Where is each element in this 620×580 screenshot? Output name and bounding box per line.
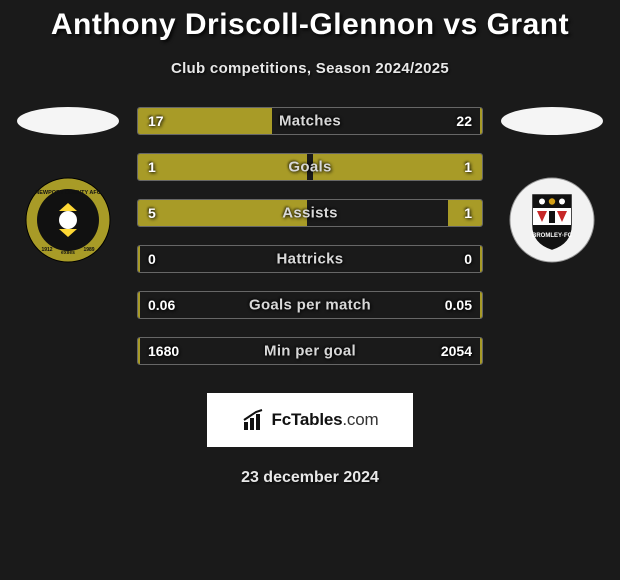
newport-badge-icon: NEWPORT COUNTY AFC 1912 exiles 1989 bbox=[25, 177, 111, 263]
footer-brand-strong: FcTables bbox=[272, 410, 343, 429]
stat-label: Goals bbox=[288, 159, 331, 176]
stat-label: Assists bbox=[282, 205, 337, 222]
stat-bar-right bbox=[480, 338, 482, 364]
stat-label: Matches bbox=[279, 113, 341, 130]
stat-row: Assists 5 1 bbox=[137, 199, 483, 227]
stat-value-left: 17 bbox=[148, 113, 164, 129]
stat-label: Goals per match bbox=[249, 297, 371, 314]
stat-bar-left bbox=[138, 246, 140, 272]
stat-row: Goals 1 1 bbox=[137, 153, 483, 181]
stat-bar-right bbox=[480, 292, 482, 318]
stat-bar-left bbox=[138, 338, 140, 364]
svg-text:exiles: exiles bbox=[61, 250, 75, 256]
right-player-column: BROMLEY·FC bbox=[501, 107, 603, 263]
stat-bar-right bbox=[480, 246, 482, 272]
stat-bar-left bbox=[138, 292, 140, 318]
date-line: 23 december 2024 bbox=[0, 469, 620, 487]
stat-bar-right bbox=[313, 154, 482, 180]
stat-row: Hattricks 0 0 bbox=[137, 245, 483, 273]
stat-row: Min per goal 1680 2054 bbox=[137, 337, 483, 365]
stat-value-right: 2054 bbox=[441, 343, 472, 359]
club-badge-left: NEWPORT COUNTY AFC 1912 exiles 1989 bbox=[25, 177, 111, 263]
stat-bar-left bbox=[138, 154, 307, 180]
fctables-logo-icon bbox=[242, 408, 266, 432]
stat-value-right: 1 bbox=[464, 159, 472, 175]
footer-brand-text: FcTables.com bbox=[272, 410, 379, 430]
stat-value-right: 0 bbox=[464, 251, 472, 267]
stat-value-right: 1 bbox=[464, 205, 472, 221]
infographic-container: Anthony Driscoll-Glennon vs Grant Club c… bbox=[0, 0, 620, 487]
svg-text:1912: 1912 bbox=[41, 247, 52, 253]
stat-bar-right bbox=[480, 108, 482, 134]
svg-text:1989: 1989 bbox=[83, 247, 94, 253]
page-title: Anthony Driscoll-Glennon vs Grant bbox=[0, 8, 620, 42]
svg-text:BROMLEY·FC: BROMLEY·FC bbox=[532, 233, 573, 239]
player-left-photo-placeholder bbox=[17, 107, 119, 135]
stat-row: Matches 17 22 bbox=[137, 107, 483, 135]
stat-value-left: 0 bbox=[148, 251, 156, 267]
footer-brand-badge: FcTables.com bbox=[207, 393, 413, 447]
club-badge-right: BROMLEY·FC bbox=[509, 177, 595, 263]
left-player-column: NEWPORT COUNTY AFC 1912 exiles 1989 bbox=[17, 107, 119, 263]
svg-text:NEWPORT COUNTY AFC: NEWPORT COUNTY AFC bbox=[35, 190, 100, 196]
stat-label: Min per goal bbox=[264, 343, 356, 360]
stats-column: Matches 17 22 Goals 1 1 Assists 5 1 Hattricks 0 0 Go… bbox=[137, 107, 483, 383]
main-row: NEWPORT COUNTY AFC 1912 exiles 1989 Matc… bbox=[0, 107, 620, 383]
stat-value-left: 1680 bbox=[148, 343, 179, 359]
stat-label: Hattricks bbox=[277, 251, 344, 268]
subtitle: Club competitions, Season 2024/2025 bbox=[0, 60, 620, 77]
stat-value-left: 5 bbox=[148, 205, 156, 221]
stat-value-left: 0.06 bbox=[148, 297, 175, 313]
player-right-photo-placeholder bbox=[501, 107, 603, 135]
stat-bar-left bbox=[138, 200, 307, 226]
stat-value-right: 0.05 bbox=[445, 297, 472, 313]
stat-value-right: 22 bbox=[456, 113, 472, 129]
footer-brand-light: .com bbox=[342, 410, 378, 429]
bromley-badge-icon: BROMLEY·FC bbox=[509, 177, 595, 263]
stat-value-left: 1 bbox=[148, 159, 156, 175]
stat-row: Goals per match 0.06 0.05 bbox=[137, 291, 483, 319]
